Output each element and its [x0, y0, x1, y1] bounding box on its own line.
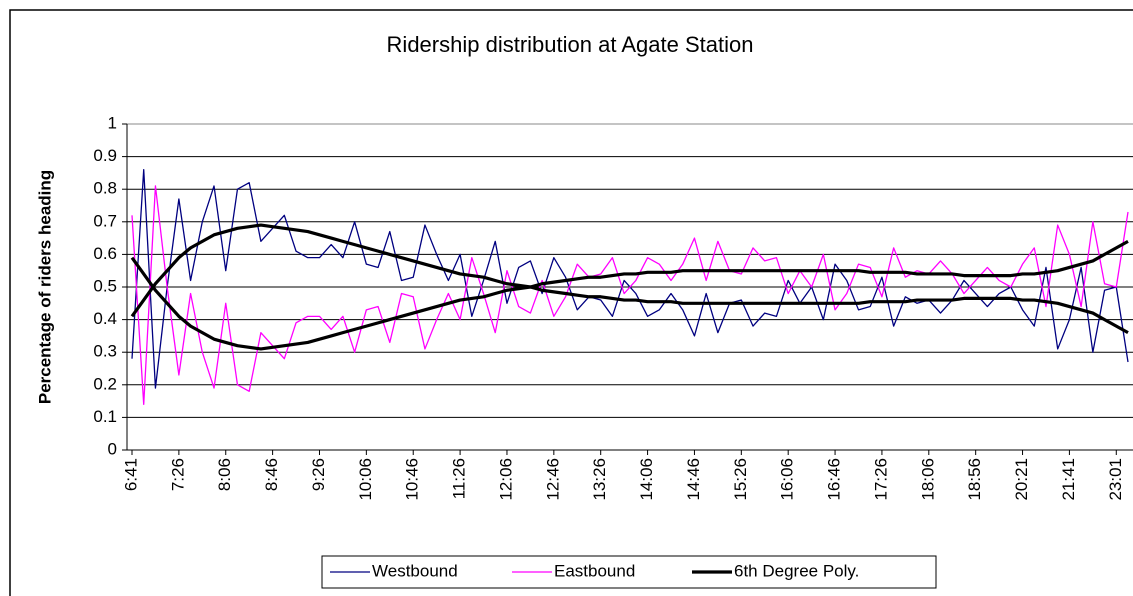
legend-label: Westbound [372, 561, 458, 580]
x-tick-label: 10:46 [403, 458, 422, 501]
legend-box [321, 555, 937, 589]
x-tick-label: 15:26 [731, 458, 750, 501]
x-tick-label: 16:06 [778, 458, 797, 501]
y-axis-label: Percentage of riders heading [35, 170, 54, 404]
chart-title: Ridership distribution at Agate Station [387, 32, 754, 57]
y-tick-label: 0.5 [93, 276, 117, 295]
x-tick-label: 8:06 [215, 458, 234, 491]
x-tick-label: 12:46 [543, 458, 562, 501]
trend-line [130, 223, 1129, 335]
x-tick-label: 14:46 [684, 458, 703, 501]
y-tick-label: 0.8 [93, 179, 117, 198]
x-tick-label: 16:46 [825, 458, 844, 501]
y-tick-label: 0.6 [93, 244, 117, 263]
x-tick-label: 18:06 [918, 458, 937, 501]
x-tick-label: 23:01 [1106, 458, 1125, 501]
x-tick-label: 12:06 [496, 458, 515, 501]
x-tick-label: 11:26 [450, 458, 469, 499]
x-tick-label: 17:26 [871, 458, 890, 501]
x-tick-label: 7:26 [168, 458, 187, 491]
x-tick-label: 6:41 [121, 458, 140, 491]
trend-line [130, 239, 1129, 351]
series-line [131, 185, 1129, 406]
x-tick-label: 8:46 [262, 458, 281, 491]
x-tick-label: 21:41 [1059, 458, 1078, 501]
x-tick-label: 20:21 [1012, 458, 1031, 501]
legend-label: Eastbound [554, 561, 635, 580]
x-tick-label: 10:06 [356, 458, 375, 501]
chart-border [9, 9, 1133, 596]
y-tick-label: 1 [108, 113, 117, 132]
x-tick-label: 13:26 [590, 458, 609, 501]
y-tick-label: 0.7 [93, 211, 117, 230]
x-tick-label: 18:56 [965, 458, 984, 501]
y-tick-label: 0.9 [93, 146, 117, 165]
x-tick-label: 14:06 [637, 458, 656, 501]
x-tick-label: 9:26 [309, 458, 328, 491]
y-tick-label: 0.4 [93, 309, 117, 328]
y-tick-label: 0.1 [93, 407, 117, 426]
y-tick-label: 0.3 [93, 342, 117, 361]
legend-label: 6th Degree Poly. [734, 561, 859, 580]
y-tick-label: 0 [108, 439, 117, 458]
y-tick-label: 0.2 [93, 374, 117, 393]
legend: Westbound Eastbound 6th Degree Poly. [321, 555, 937, 589]
